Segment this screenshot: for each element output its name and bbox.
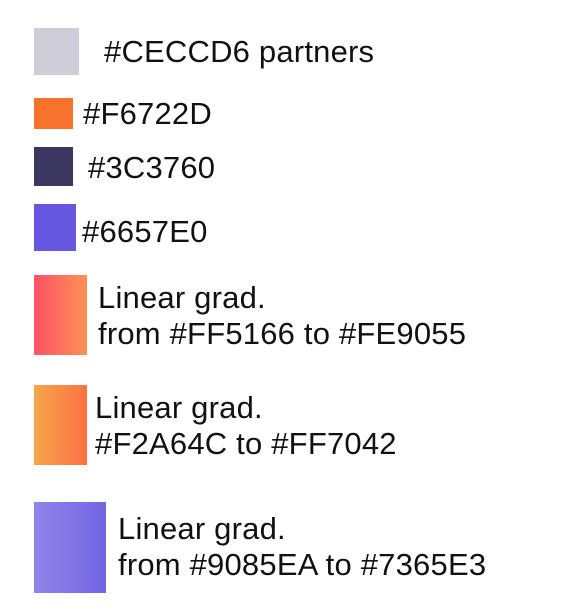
label-line: from #9085EA to #7365E3 xyxy=(118,547,487,582)
label-line: Linear grad. xyxy=(95,390,263,425)
label-line: #CECCD6 partners xyxy=(104,34,375,69)
label-line: from #FF5166 to #FE9055 xyxy=(98,316,467,351)
label-line: Linear grad. xyxy=(98,280,266,315)
swatch-partners xyxy=(34,28,79,75)
label-amber-orange-gradient: Linear grad. #F2A64C to #FF7042 xyxy=(95,390,397,462)
swatch-red-orange-gradient xyxy=(34,275,87,355)
label-dark-navy: #3C3760 xyxy=(88,150,215,186)
swatch-purple xyxy=(34,204,76,251)
label-red-orange-gradient: Linear grad. from #FF5166 to #FE9055 xyxy=(98,280,466,352)
label-line: #6657E0 xyxy=(82,214,208,249)
label-partners: #CECCD6 partners xyxy=(104,34,374,70)
swatch-amber-orange-gradient xyxy=(34,385,87,465)
label-line: #F6722D xyxy=(83,96,212,131)
label-orange: #F6722D xyxy=(83,96,212,132)
swatch-orange xyxy=(34,98,73,129)
label-purple: #6657E0 xyxy=(82,214,208,250)
swatch-violet-gradient xyxy=(34,502,106,593)
label-violet-gradient: Linear grad. from #9085EA to #7365E3 xyxy=(118,511,486,583)
label-line: #3C3760 xyxy=(88,150,216,185)
swatch-dark-navy xyxy=(34,147,73,186)
label-line: #F2A64C to #FF7042 xyxy=(95,426,397,461)
label-line: Linear grad. xyxy=(118,511,286,546)
